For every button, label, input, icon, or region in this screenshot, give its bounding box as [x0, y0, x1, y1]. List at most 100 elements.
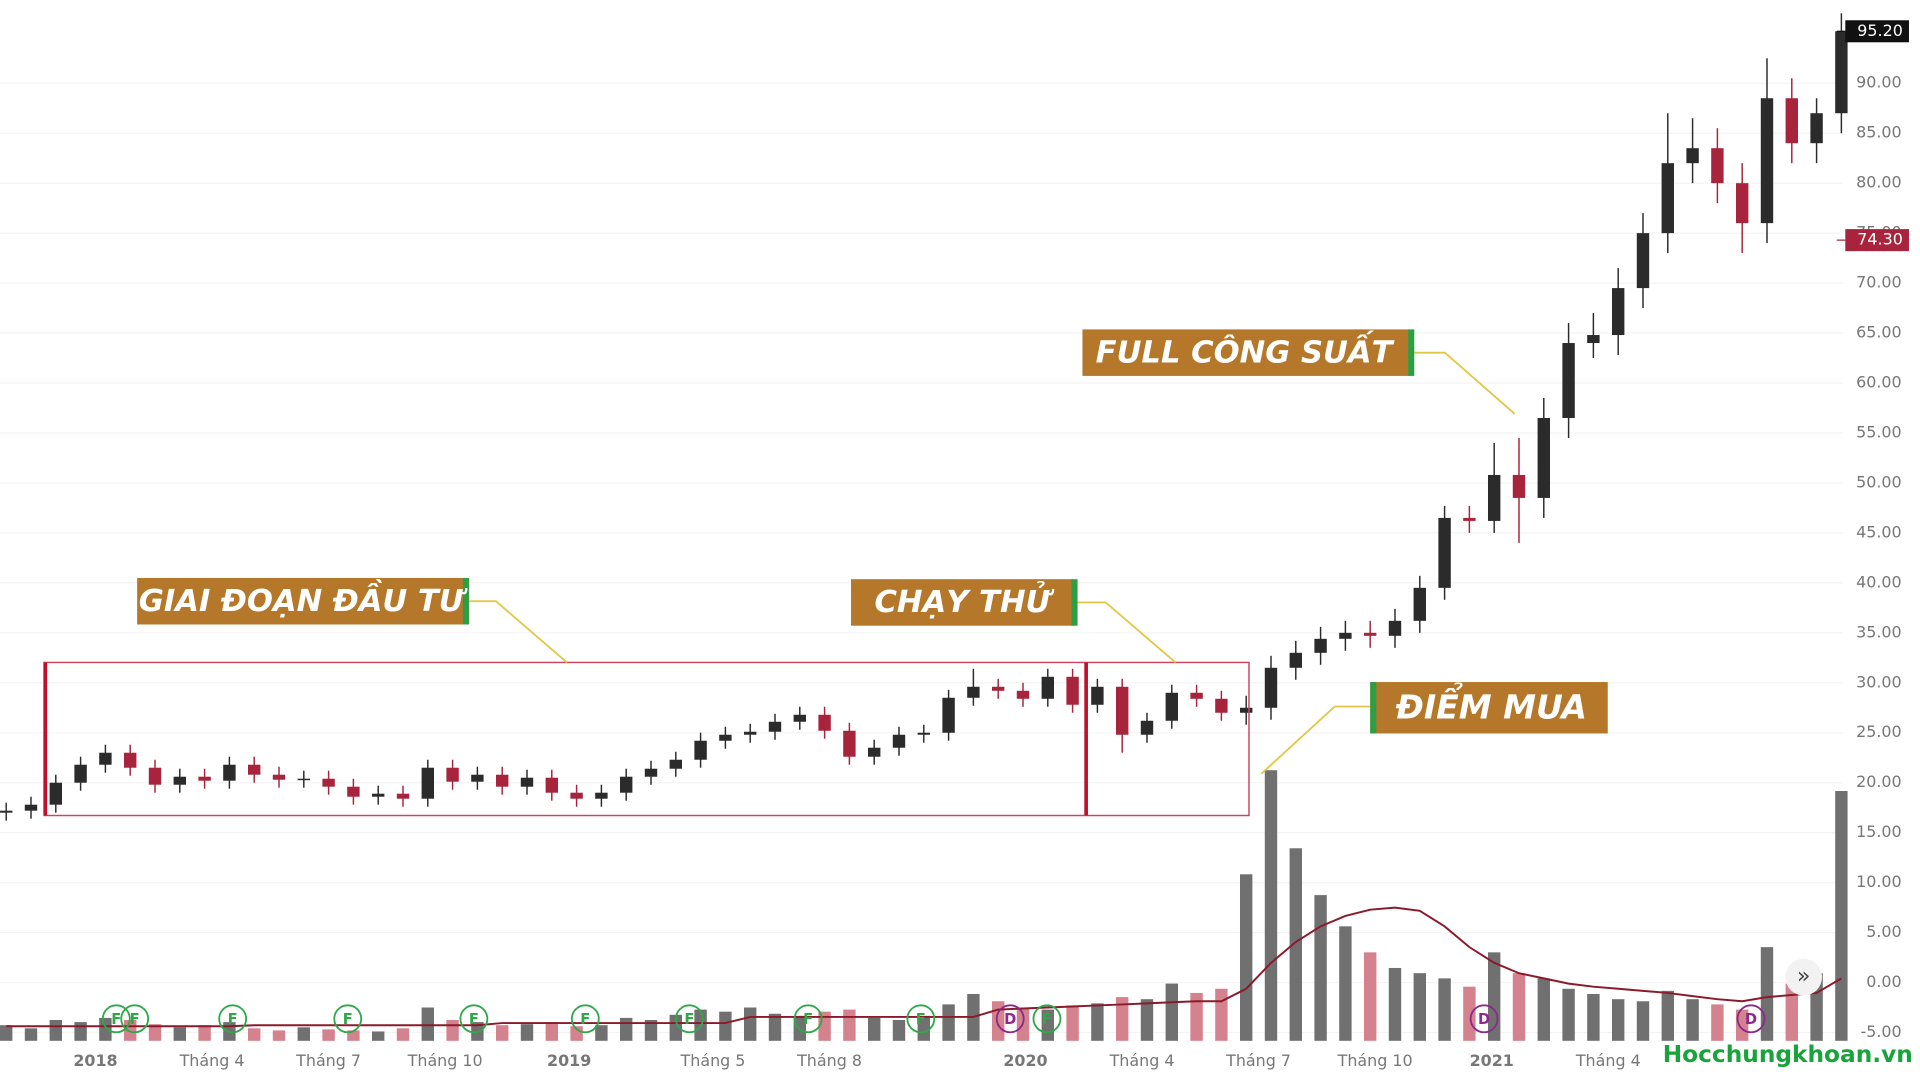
annotation: FULL CÔNG SUẤT	[1096, 330, 1395, 370]
event-marker	[1736, 1004, 1766, 1034]
candle-body	[1661, 163, 1674, 234]
annotation: GIAI ĐOẠN ĐẦU TƯ	[139, 579, 468, 619]
candle-body	[1438, 517, 1451, 588]
candle-body	[644, 768, 658, 777]
volume-bar	[1314, 895, 1327, 1041]
x-tick-label: 2020	[1003, 1051, 1047, 1070]
candle-body	[297, 778, 310, 781]
candle-body	[917, 732, 930, 735]
volume-bar	[1115, 997, 1129, 1041]
y-tick-label: 45.00	[1856, 522, 1902, 541]
connector	[468, 600, 568, 664]
volume-bar	[148, 1024, 162, 1041]
volume-bar	[396, 1028, 410, 1041]
volume-bar	[1735, 1009, 1749, 1041]
price-label-bg	[1845, 20, 1909, 43]
volume-bar	[619, 1017, 633, 1041]
candle-body	[843, 730, 856, 757]
volume-bar	[1562, 988, 1575, 1041]
candle-body	[1016, 690, 1030, 699]
y-tick-label: 15.00	[1856, 822, 1902, 841]
volume-bar	[421, 1007, 434, 1041]
label-bg	[1370, 682, 1608, 734]
y-tick-label: 40.00	[1856, 572, 1902, 591]
candle-body	[1091, 686, 1104, 705]
volume-bar	[1091, 1003, 1104, 1041]
candle-body	[446, 767, 459, 782]
event-marker	[333, 1004, 363, 1034]
candle-body	[818, 714, 831, 731]
candle-body	[1165, 692, 1178, 721]
event-marker	[570, 1004, 600, 1034]
event-marker	[120, 1004, 150, 1034]
volume-bar	[768, 1013, 782, 1041]
volume-bar	[1140, 999, 1154, 1041]
x-tick-label: 2019	[547, 1051, 591, 1070]
volume-bar	[1190, 992, 1203, 1041]
candle-body	[1760, 98, 1774, 224]
x-tick-label: Tháng 7	[295, 1051, 361, 1070]
event-marker	[1032, 1004, 1062, 1034]
x-tick-label: Tháng 4	[1109, 1051, 1175, 1070]
candle-body	[1115, 686, 1129, 735]
candle-body	[1785, 98, 1798, 144]
volume-bar	[743, 1007, 757, 1041]
event-label: D	[1745, 1011, 1757, 1028]
y-tick-label: 30.00	[1856, 672, 1902, 691]
event-marker	[675, 1004, 704, 1034]
event-label: F	[469, 1011, 479, 1028]
volume-bar	[198, 1025, 211, 1041]
volume-bar	[1785, 983, 1798, 1041]
candle-body	[1835, 31, 1848, 114]
y-tick-label: 55.00	[1856, 422, 1902, 441]
y-tick-label: 80.00	[1856, 173, 1902, 192]
volume-bar	[843, 1009, 856, 1041]
candle-body	[0, 810, 13, 813]
candle-body	[1562, 343, 1575, 418]
volume-bar	[1512, 973, 1526, 1041]
y-tick-label: 20.00	[1856, 772, 1902, 791]
label-accent	[1408, 329, 1415, 376]
candle-body	[892, 734, 906, 748]
candle-body	[1810, 113, 1823, 144]
scroll-button[interactable]	[1785, 958, 1823, 996]
volume-bar	[99, 1017, 112, 1041]
volume-bar	[867, 1017, 881, 1041]
x-tick-label: 2021	[1470, 1051, 1514, 1070]
candle-body	[1239, 707, 1253, 713]
candle-body	[1388, 620, 1402, 636]
event-label: F	[228, 1011, 238, 1028]
y-tick-label: 25.00	[1856, 722, 1902, 741]
volume-bar	[1661, 990, 1674, 1041]
volume-bar	[1363, 952, 1377, 1041]
scroll-button-label[interactable]: »	[1797, 964, 1810, 989]
volume-bar	[446, 1020, 459, 1041]
volume-bar	[371, 1031, 385, 1041]
event-marker	[101, 1004, 131, 1034]
volume-bar	[1711, 1004, 1724, 1041]
candle-body	[967, 686, 980, 698]
candle-body	[74, 764, 87, 783]
volume-bar	[570, 1026, 583, 1041]
candle-body	[1636, 233, 1650, 289]
candle-body	[1487, 474, 1501, 521]
volume-bar	[123, 1020, 137, 1041]
candle-body	[198, 776, 211, 781]
label-bg	[851, 579, 1073, 626]
volume-bar	[74, 1022, 87, 1041]
y-tick-label: 10.00	[1856, 872, 1902, 891]
volume-bar	[1041, 1009, 1054, 1041]
candle-body	[942, 697, 955, 733]
candle-body	[24, 804, 38, 811]
candle-body	[719, 734, 732, 741]
volume-bar	[1611, 999, 1625, 1041]
volume-bar	[49, 1020, 62, 1041]
volume-bar	[644, 1020, 658, 1041]
event-label: F	[916, 1011, 926, 1028]
volume-bar	[520, 1024, 534, 1041]
volume-bar	[297, 1027, 310, 1041]
connector	[1077, 601, 1177, 664]
candle-body	[173, 776, 186, 785]
